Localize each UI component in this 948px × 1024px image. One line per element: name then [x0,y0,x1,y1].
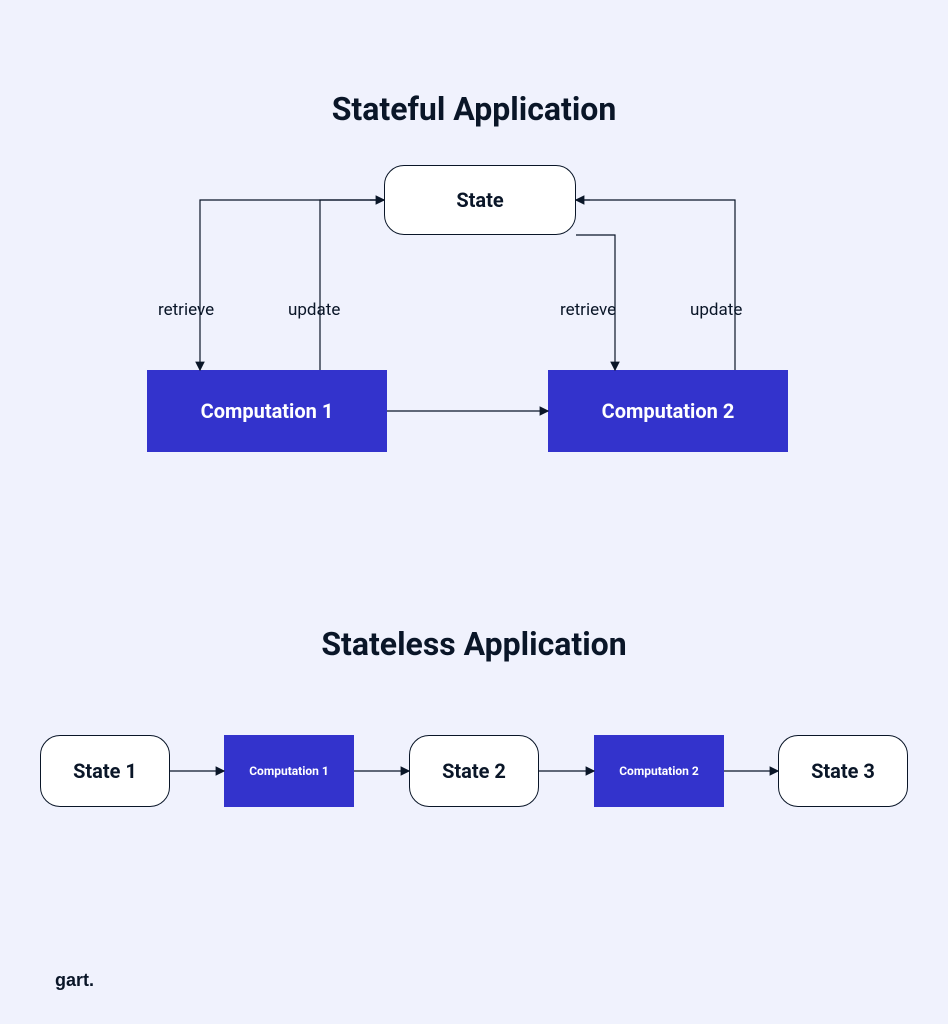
stateful-title: Stateful Application [0,90,948,128]
edge-label-retrieve-1: retrieve [158,300,214,320]
state-node-label: State [456,188,503,212]
computation-1-label: Computation 1 [201,399,334,423]
stateless-state-2-label: State 2 [442,759,506,783]
computation-2-label: Computation 2 [602,399,735,423]
arrows-layer [0,0,948,1024]
stateless-comp-2: Computation 2 [594,735,724,807]
computation-1-node: Computation 1 [147,370,387,452]
stateless-state-2: State 2 [409,735,539,807]
stateless-state-3-label: State 3 [811,759,875,783]
stateless-state-1: State 1 [40,735,170,807]
stateless-state-3: State 3 [778,735,908,807]
stateless-comp-2-label: Computation 2 [619,764,699,778]
stateless-state-1-label: State 1 [73,759,137,783]
arrow-state-to-comp1 [200,200,384,370]
diagram-canvas: Stateful Application State Computation 1… [0,0,948,1024]
arrow-comp1-to-state-line [320,200,384,370]
stateless-title: Stateless Application [0,625,948,663]
stateless-comp-1-label: Computation 1 [249,764,329,778]
state-node: State [384,165,576,235]
edge-label-retrieve-2: retrieve [560,300,616,320]
stateless-comp-1: Computation 1 [224,735,354,807]
edge-label-update-2: update [690,300,742,320]
arrow-comp2-to-state-line [576,200,735,370]
edge-label-update-1: update [288,300,340,320]
computation-2-node: Computation 2 [548,370,788,452]
logo-text: gart. [55,970,94,991]
